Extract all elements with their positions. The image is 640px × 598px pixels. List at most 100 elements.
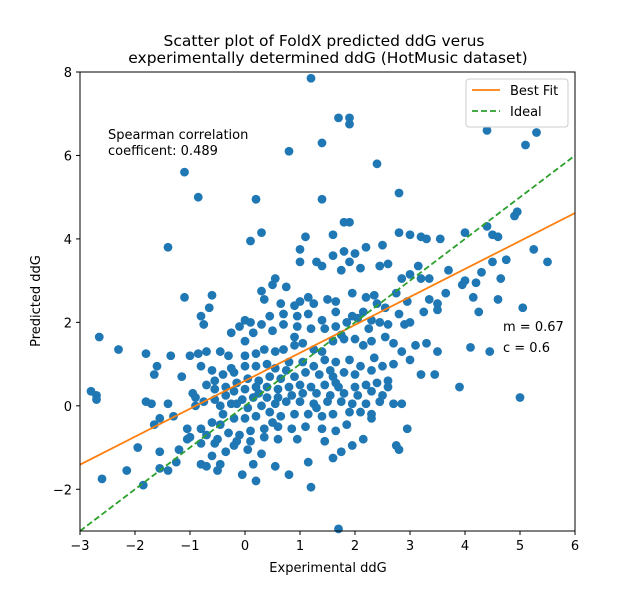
- scatter-point: [218, 409, 228, 419]
- scatter-point: [309, 361, 319, 371]
- scatter-point: [460, 228, 470, 238]
- legend: Best Fit Ideal: [465, 78, 569, 128]
- slope-annotation: m = 0.67: [503, 320, 564, 335]
- scatter-point: [543, 257, 552, 267]
- scatter-point: [474, 307, 484, 317]
- scatter-point: [372, 378, 382, 388]
- spearman-annotation-line-2: coefficent: 0.489: [108, 144, 218, 159]
- scatter-point: [312, 388, 321, 398]
- scatter-point: [433, 347, 442, 356]
- x-axis-label: Experimental ddG: [269, 561, 386, 576]
- scatter-point: [224, 428, 233, 438]
- scatter-point: [295, 380, 305, 390]
- scatter-point: [152, 361, 162, 371]
- scatter-point: [301, 422, 310, 432]
- scatter-point: [358, 340, 368, 350]
- scatter-point: [177, 372, 187, 382]
- scatter-point: [433, 299, 442, 308]
- scatter-point: [207, 365, 217, 375]
- scatter-point: [295, 297, 305, 306]
- scatter-point: [331, 378, 341, 388]
- x-tick-label: 0: [241, 539, 249, 554]
- scatter-point: [367, 413, 376, 423]
- scatter-point: [312, 403, 321, 413]
- scatter-point: [430, 370, 440, 379]
- scatter-point: [342, 317, 352, 327]
- scatter-point: [468, 292, 478, 302]
- scatter-point: [339, 388, 349, 398]
- scatter-point: [224, 351, 233, 361]
- y-axis-label: Predicted ddG: [29, 255, 44, 347]
- axes-frame: [79, 71, 576, 532]
- scatter-point: [284, 470, 294, 480]
- scatter-point: [221, 390, 231, 400]
- scatter-point: [345, 113, 354, 123]
- scatter-point: [163, 242, 173, 252]
- scatter-point: [248, 459, 258, 469]
- scatter-point: [405, 269, 415, 279]
- y-tick-label: −2: [53, 483, 72, 498]
- scatter-point: [356, 407, 365, 417]
- best-fit-line: [80, 212, 575, 466]
- scatter-point: [147, 399, 156, 409]
- scatter-point: [295, 397, 305, 407]
- scatter-point: [240, 384, 250, 394]
- scatter-point: [361, 380, 371, 390]
- scatter-point: [193, 349, 203, 359]
- scatter-point: [331, 357, 341, 367]
- scatter-point: [290, 332, 299, 342]
- scatter-point: [482, 126, 492, 135]
- scatter-point: [317, 347, 327, 356]
- scatter-point: [298, 338, 308, 348]
- scatter-point: [411, 340, 420, 350]
- scatter-point: [196, 438, 206, 448]
- scatter-point: [292, 434, 302, 444]
- scatter-point: [251, 349, 261, 359]
- scatter-point: [301, 368, 310, 377]
- scatter-point: [328, 230, 338, 240]
- scatter-point: [268, 418, 277, 427]
- scatter-point: [306, 73, 316, 83]
- scatter-point: [221, 447, 231, 457]
- scatter-point: [273, 434, 283, 444]
- scatter-point: [493, 295, 503, 304]
- scatter-point: [350, 334, 360, 344]
- scatter-point: [232, 399, 242, 409]
- scatter-point: [290, 340, 299, 350]
- scatter-point: [317, 411, 327, 421]
- scatter-point: [328, 409, 338, 419]
- x-tick-label: −3: [70, 539, 89, 554]
- scatter-point: [317, 194, 327, 204]
- scatter-point: [284, 146, 294, 156]
- scatter-point: [331, 307, 341, 317]
- scatter-point: [383, 376, 393, 386]
- scatter-point: [334, 524, 343, 534]
- scatter-point: [290, 372, 299, 382]
- scatter-point: [325, 365, 335, 375]
- scatter-point: [356, 263, 365, 273]
- scatter-point: [301, 232, 310, 242]
- scatter-point: [361, 242, 371, 252]
- scatter-point: [281, 397, 291, 407]
- scatter-point: [317, 138, 327, 148]
- scatter-point: [383, 259, 393, 269]
- scatter-point: [309, 299, 319, 308]
- scatter-point: [265, 311, 275, 321]
- scatter-point: [345, 257, 354, 267]
- legend-best-fit-label: Best Fit: [510, 84, 558, 99]
- scatter-point: [290, 409, 299, 419]
- scatter-point: [394, 445, 404, 455]
- scatter-point: [229, 386, 239, 396]
- scatter-point: [306, 482, 316, 492]
- scatter-point: [347, 441, 357, 450]
- scatter-point: [303, 309, 313, 319]
- scatter-point: [149, 370, 159, 379]
- scatter-point: [378, 390, 387, 400]
- x-tick-label: 5: [516, 539, 524, 554]
- scatter-point: [471, 278, 481, 288]
- scatter-point: [397, 274, 407, 283]
- scatter-point: [210, 376, 220, 386]
- scatter-point: [248, 328, 258, 338]
- scatter-point: [114, 345, 123, 354]
